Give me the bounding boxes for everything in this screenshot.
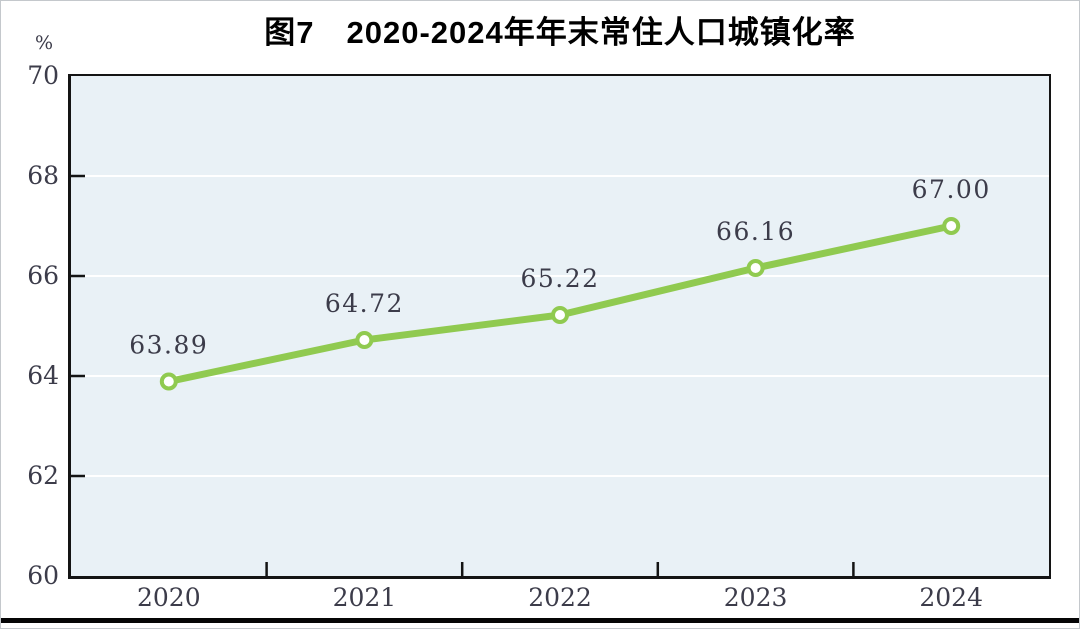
data-point-label: 65.22 bbox=[520, 264, 599, 293]
y-tick-label: 60 bbox=[27, 561, 59, 590]
data-point-marker bbox=[551, 306, 569, 324]
data-point-marker bbox=[355, 331, 374, 349]
y-axis-unit-label: % bbox=[34, 32, 53, 54]
data-point-marker bbox=[159, 372, 178, 391]
data-point-label: 67.00 bbox=[912, 175, 991, 204]
x-tick-label: 2022 bbox=[528, 583, 592, 612]
y-tick-label: 62 bbox=[27, 461, 59, 490]
data-point-label: 63.89 bbox=[129, 331, 208, 360]
line-chart-svg: 63.89 64.72 65.22 66.16 67.00 bbox=[71, 174, 1049, 576]
y-tick-label: 64 bbox=[27, 361, 59, 390]
y-tick-label: 68 bbox=[27, 161, 59, 190]
x-tick-label: 2021 bbox=[332, 583, 397, 612]
chart-title: 图7 2020-2024年年末常住人口城镇化率 bbox=[264, 15, 856, 50]
y-tick-label: 66 bbox=[27, 261, 59, 290]
x-tick-label: 2024 bbox=[919, 583, 983, 612]
data-line bbox=[165, 222, 955, 385]
bottom-rule bbox=[1, 618, 1079, 623]
x-tick-label: 2023 bbox=[723, 583, 788, 612]
x-tick-label: 2020 bbox=[136, 583, 201, 612]
plot-area: 63.89 64.72 65.22 66.16 67.00 bbox=[68, 74, 1051, 579]
y-tick-label: 70 bbox=[27, 61, 59, 90]
data-point-label: 64.72 bbox=[325, 289, 404, 318]
data-point-marker bbox=[746, 259, 765, 277]
data-point-marker bbox=[942, 217, 961, 235]
data-point-label: 66.16 bbox=[716, 217, 795, 246]
